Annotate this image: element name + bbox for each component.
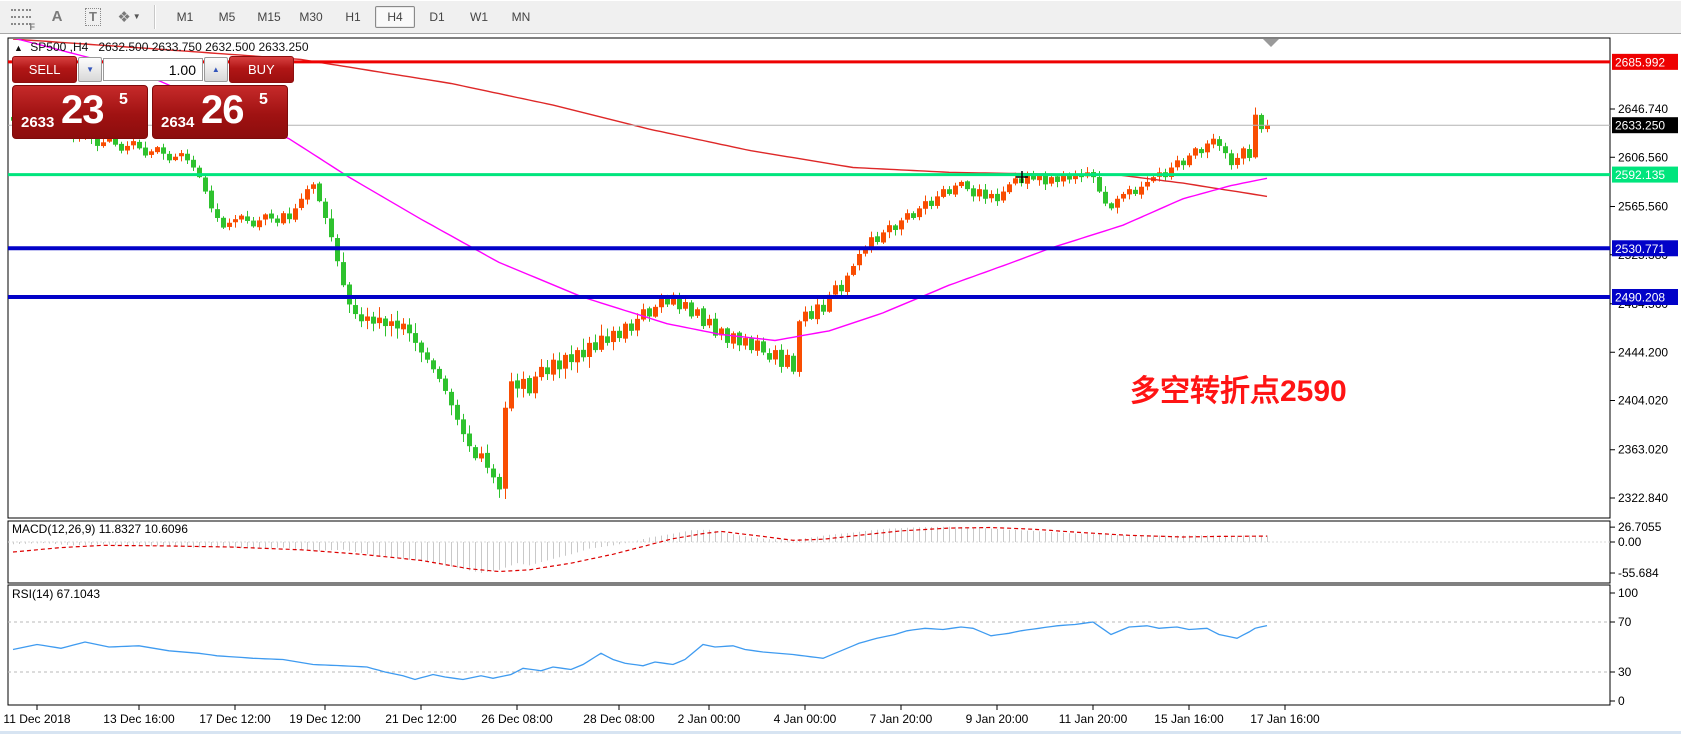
rsi-panel: RSI(14) 67.1043 100 70 30 0 bbox=[8, 586, 1638, 708]
text-box-icon[interactable]: T bbox=[78, 4, 108, 30]
price-badge-2685.992: 2685.992 bbox=[1612, 53, 1678, 70]
svg-text:2530.771: 2530.771 bbox=[1615, 242, 1665, 256]
chart-shift-marker-icon[interactable] bbox=[1263, 39, 1279, 47]
chart-panels bbox=[7, 37, 1611, 706]
crosshair-marker-icon bbox=[1016, 171, 1028, 183]
candlesticks bbox=[11, 107, 1270, 499]
chart-symbol-header: ▲ SP500 ,H4 2632.500 2633.750 2632.500 2… bbox=[14, 40, 309, 54]
arrows-glyph: ❖ bbox=[117, 8, 131, 26]
timeframe-button-d1[interactable]: D1 bbox=[429, 9, 445, 24]
toolbar-separator bbox=[154, 4, 156, 29]
buy-button[interactable]: BUY bbox=[228, 56, 294, 83]
svg-text:26.7055: 26.7055 bbox=[1618, 520, 1662, 534]
svg-text:15 Jan 16:00: 15 Jan 16:00 bbox=[1154, 712, 1224, 726]
timeframe-button-m30[interactable]: M30 bbox=[299, 9, 323, 24]
svg-text:2565.560: 2565.560 bbox=[1618, 199, 1668, 213]
svg-text:2444.200: 2444.200 bbox=[1618, 345, 1668, 359]
bid-ask-quotes: 2633 23 5 2634 26 5 bbox=[12, 85, 294, 139]
text-label-icon[interactable]: A bbox=[42, 4, 72, 30]
svg-text:30: 30 bbox=[1618, 665, 1632, 679]
timeframe-button-h1[interactable]: H1 bbox=[345, 9, 361, 24]
fibonacci-icon[interactable]: F bbox=[6, 4, 36, 32]
svg-text:21 Dec 12:00: 21 Dec 12:00 bbox=[385, 712, 457, 726]
svg-text:2322.840: 2322.840 bbox=[1618, 491, 1668, 505]
macd-label: MACD(12,26,9) 11.8327 10.6096 bbox=[12, 522, 188, 536]
svg-text:2404.020: 2404.020 bbox=[1618, 394, 1668, 408]
svg-text:0.00: 0.00 bbox=[1618, 535, 1642, 549]
timeframe-bar: M1 M5 M15 M30 H1 H4 D1 W1 MN bbox=[164, 5, 542, 28]
sell-button[interactable]: SELL bbox=[12, 56, 78, 83]
svg-text:9 Jan 20:00: 9 Jan 20:00 bbox=[966, 712, 1029, 726]
svg-text:17 Dec 12:00: 17 Dec 12:00 bbox=[199, 712, 271, 726]
svg-text:0: 0 bbox=[1618, 694, 1625, 708]
price-badge-2490.208: 2490.208 bbox=[1612, 288, 1678, 305]
svg-text:2363.020: 2363.020 bbox=[1618, 443, 1668, 457]
collapse-panel-icon[interactable]: ▲ bbox=[14, 43, 23, 53]
ask-quote-box[interactable]: 2634 26 5 bbox=[152, 85, 288, 139]
svg-text:2592.135: 2592.135 bbox=[1615, 168, 1665, 182]
timeframe-button-mn[interactable]: MN bbox=[511, 9, 531, 24]
window-bottom-edge bbox=[0, 731, 1681, 734]
timeframe-button-m5[interactable]: M5 bbox=[218, 9, 236, 24]
time-axis: 11 Dec 2018 13 Dec 16:00 17 Dec 12:00 19 De… bbox=[3, 705, 1320, 726]
ask-big-digits: 26 bbox=[201, 88, 244, 132]
bid-big-digits: 23 bbox=[61, 88, 104, 132]
volume-input[interactable] bbox=[103, 58, 203, 81]
svg-text:11 Jan 20:00: 11 Jan 20:00 bbox=[1059, 712, 1128, 726]
price-badge-2530.771: 2530.771 bbox=[1612, 240, 1678, 257]
bid-superscript: 5 bbox=[119, 91, 128, 108]
svg-text:100: 100 bbox=[1618, 586, 1638, 600]
macd-signal-line bbox=[12, 526, 1267, 573]
chevron-down-icon: ▼ bbox=[132, 12, 141, 21]
text-label-glyph: A bbox=[51, 8, 63, 25]
chart-annotation-text: 多空转折点2590 bbox=[1130, 375, 1347, 408]
top-toolbar: F A T ❖ ▼ M1 M5 M15 M30 H1 H4 D1 W1 MN bbox=[0, 0, 1681, 34]
symbol-period-label: SP500 ,H4 bbox=[30, 40, 89, 54]
one-click-trading-panel: SELL ▼ ▲ BUY 2633 23 5 2634 26 5 bbox=[12, 56, 294, 139]
rsi-line bbox=[12, 621, 1268, 681]
timeframe-button-h4[interactable]: H4 bbox=[375, 5, 415, 28]
macd-panel: MACD(12,26,9) 11.8327 10.6096 26.70550.00… bbox=[8, 520, 1662, 580]
text-box-glyph: T bbox=[85, 7, 101, 26]
fibonacci-icon-glyph: F bbox=[11, 8, 35, 32]
svg-text:70: 70 bbox=[1618, 615, 1632, 629]
volume-decrease-button[interactable]: ▼ bbox=[78, 57, 102, 82]
svg-text:4 Jan 00:00: 4 Jan 00:00 bbox=[774, 712, 837, 726]
horizontal-level-lines bbox=[8, 60, 1610, 299]
svg-text:2 Jan 00:00: 2 Jan 00:00 bbox=[678, 712, 741, 726]
timeframe-button-m1[interactable]: M1 bbox=[176, 9, 194, 24]
svg-text:2685.992: 2685.992 bbox=[1615, 55, 1665, 69]
current-price-badge: 2633.250 bbox=[1612, 117, 1678, 134]
bid-quote-box[interactable]: 2633 23 5 bbox=[12, 85, 148, 139]
svg-text:2646.740: 2646.740 bbox=[1618, 102, 1668, 116]
chart-canvas[interactable]: 2646.7402606.5602565.5602525.3802484.560… bbox=[0, 33, 1681, 734]
ask-prefix: 2634 bbox=[161, 114, 195, 131]
svg-text:7 Jan 20:00: 7 Jan 20:00 bbox=[870, 712, 933, 726]
svg-text:13 Dec 16:00: 13 Dec 16:00 bbox=[103, 712, 175, 726]
rsi-label: RSI(14) 67.1043 bbox=[12, 587, 100, 601]
svg-text:17 Jan 16:00: 17 Jan 16:00 bbox=[1250, 712, 1320, 726]
price-badge-2592.135: 2592.135 bbox=[1612, 166, 1678, 183]
svg-text:11 Dec 2018: 11 Dec 2018 bbox=[3, 712, 70, 726]
bid-prefix: 2633 bbox=[21, 114, 55, 131]
trade-controls-row: SELL ▼ ▲ BUY bbox=[12, 56, 294, 83]
svg-text:19 Dec 12:00: 19 Dec 12:00 bbox=[289, 712, 361, 726]
svg-text:2606.560: 2606.560 bbox=[1618, 150, 1668, 164]
ask-superscript: 5 bbox=[259, 91, 268, 108]
volume-increase-button[interactable]: ▲ bbox=[204, 57, 228, 82]
svg-text:2490.208: 2490.208 bbox=[1615, 290, 1665, 304]
ohlc-values: 2632.500 2633.750 2632.500 2633.250 bbox=[98, 40, 309, 54]
arrows-objects-icon[interactable]: ❖ ▼ bbox=[114, 4, 144, 30]
timeframe-button-w1[interactable]: W1 bbox=[470, 9, 488, 24]
timeframe-button-m15[interactable]: M15 bbox=[257, 9, 281, 24]
svg-text:2633.250: 2633.250 bbox=[1615, 119, 1665, 133]
svg-text:28 Dec 08:00: 28 Dec 08:00 bbox=[583, 712, 655, 726]
svg-text:-55.684: -55.684 bbox=[1618, 566, 1659, 580]
svg-text:26 Dec 08:00: 26 Dec 08:00 bbox=[481, 712, 553, 726]
